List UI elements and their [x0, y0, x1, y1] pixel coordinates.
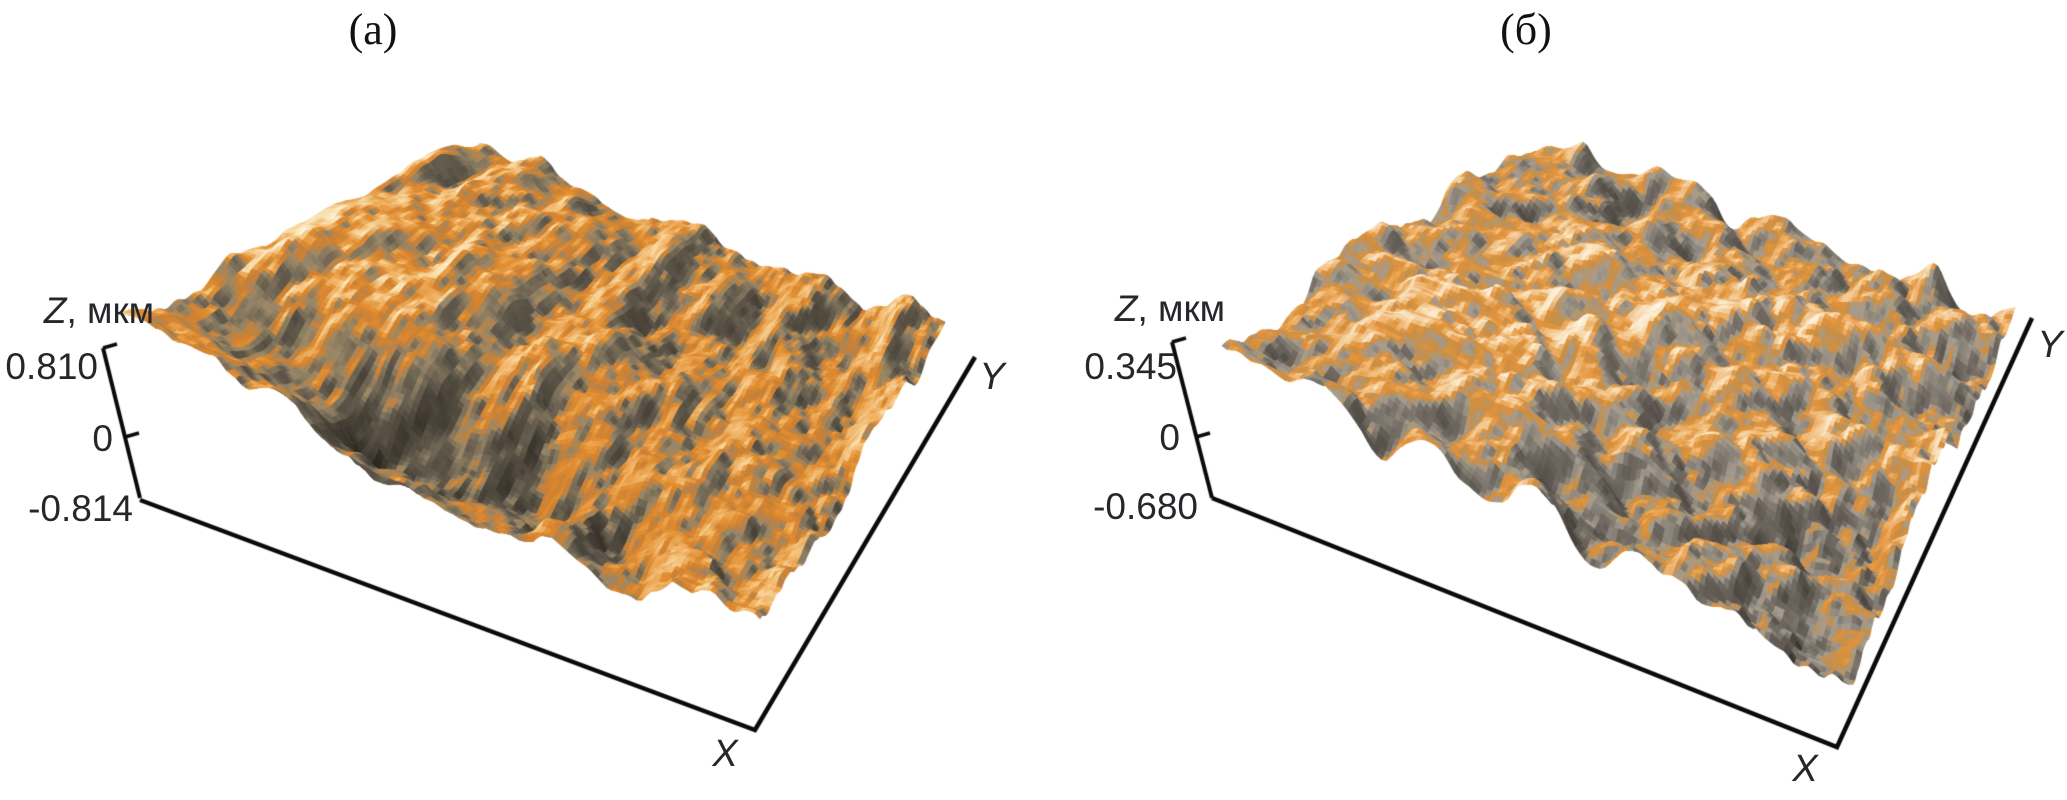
- x-axis-label-a: X: [712, 733, 738, 775]
- z-axis-title-a: Z, мкм: [33, 290, 165, 332]
- x-axis-label-b: X: [1792, 748, 1818, 790]
- z-tick-zero-a: 0: [92, 418, 113, 459]
- z-tick-max-b: 0.345: [1084, 346, 1177, 387]
- y-axis-label-b: Y: [2037, 324, 2063, 366]
- z-tick-min-b: -0.680: [1093, 486, 1198, 527]
- z-axis-var-b: Z: [1114, 288, 1138, 329]
- y-axis-label-a: Y: [979, 356, 1005, 398]
- z-tick-min-a: -0.814: [28, 488, 133, 529]
- panel-a-label: (а): [348, 5, 398, 54]
- z-axis-units-b: , мкм: [1137, 288, 1226, 329]
- z-axis-title-b: Z, мкм: [1100, 288, 1240, 330]
- z-axis-units-a: , мкм: [66, 290, 155, 331]
- z-tick-zero-b: 0: [1159, 417, 1180, 458]
- panel-b-label: (б): [1500, 5, 1552, 54]
- z-axis-var-a: Z: [43, 290, 67, 331]
- z-tick-max-a: 0.810: [5, 346, 98, 387]
